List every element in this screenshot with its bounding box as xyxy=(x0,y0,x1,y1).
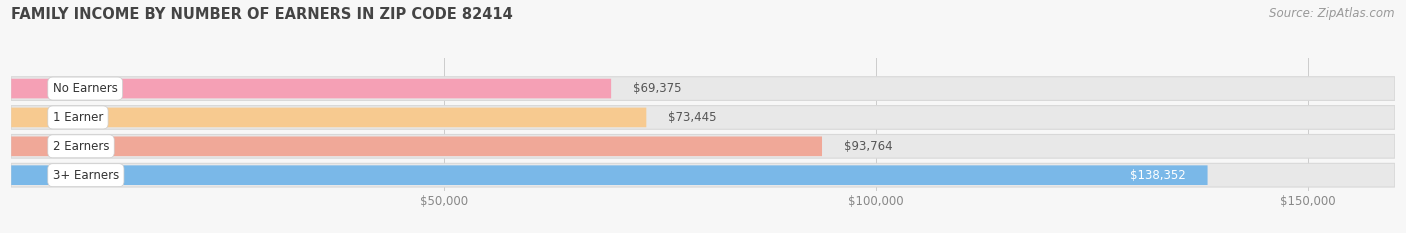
FancyBboxPatch shape xyxy=(11,163,1395,187)
Text: Source: ZipAtlas.com: Source: ZipAtlas.com xyxy=(1270,7,1395,20)
FancyBboxPatch shape xyxy=(11,137,823,156)
FancyBboxPatch shape xyxy=(11,79,612,98)
FancyBboxPatch shape xyxy=(11,134,1395,158)
Text: 1 Earner: 1 Earner xyxy=(53,111,103,124)
Text: $73,445: $73,445 xyxy=(668,111,717,124)
Text: $138,352: $138,352 xyxy=(1130,169,1185,182)
FancyBboxPatch shape xyxy=(11,106,1395,129)
Text: 2 Earners: 2 Earners xyxy=(53,140,110,153)
FancyBboxPatch shape xyxy=(11,108,647,127)
Text: FAMILY INCOME BY NUMBER OF EARNERS IN ZIP CODE 82414: FAMILY INCOME BY NUMBER OF EARNERS IN ZI… xyxy=(11,7,513,22)
Text: $69,375: $69,375 xyxy=(633,82,682,95)
Text: 3+ Earners: 3+ Earners xyxy=(53,169,120,182)
Text: No Earners: No Earners xyxy=(53,82,118,95)
FancyBboxPatch shape xyxy=(11,165,1208,185)
FancyBboxPatch shape xyxy=(11,77,1395,100)
Text: $93,764: $93,764 xyxy=(844,140,893,153)
